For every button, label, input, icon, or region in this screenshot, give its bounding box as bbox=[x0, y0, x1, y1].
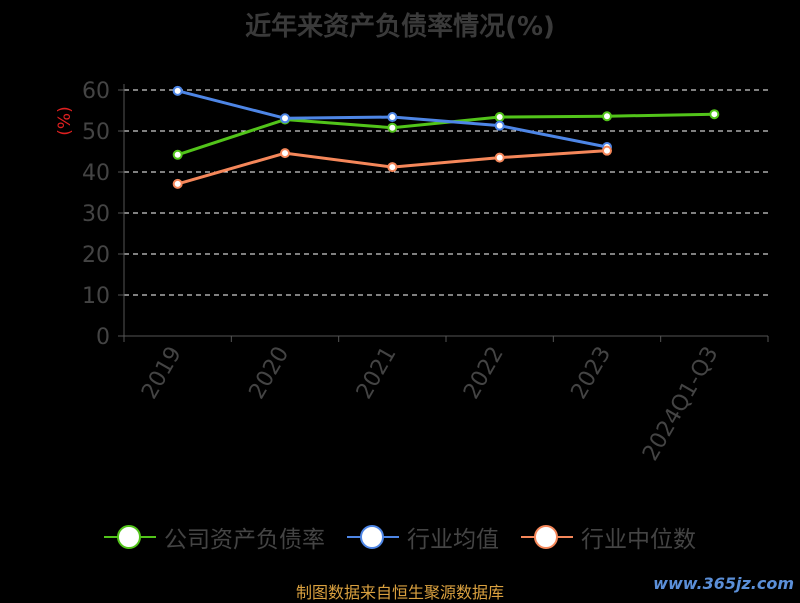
y-axis-label: (%) bbox=[55, 106, 75, 135]
data-point bbox=[494, 112, 505, 123]
data-point bbox=[602, 111, 612, 122]
x-tick-label: 2019 bbox=[137, 343, 187, 404]
x-tick-label: 2024Q1-Q3 bbox=[638, 343, 723, 466]
data-point bbox=[172, 178, 183, 189]
x-tick-label: 2022 bbox=[459, 342, 509, 403]
data-point bbox=[494, 120, 505, 131]
watermark: www.365jz.com bbox=[653, 574, 794, 593]
y-tick-label: 30 bbox=[82, 202, 110, 227]
legend-swatch-industry-mean bbox=[347, 524, 399, 550]
legend-label-company: 公司资产负债率 bbox=[164, 527, 325, 553]
data-point bbox=[387, 112, 398, 123]
legend-label-industry-mean: 行业均值 bbox=[407, 527, 499, 553]
chart-title: 近年来资产负债率情况(%) bbox=[245, 12, 555, 42]
data-point bbox=[172, 149, 183, 160]
x-tick-label: 2021 bbox=[352, 343, 402, 404]
y-tick-label: 50 bbox=[82, 120, 110, 145]
y-tick-label: 40 bbox=[82, 161, 110, 186]
legend-item-company[interactable]: 公司资产负债率 bbox=[104, 520, 325, 554]
legend-item-industry-median[interactable]: 行业中位数 bbox=[521, 520, 696, 554]
legend-swatch-company bbox=[104, 524, 156, 550]
data-point bbox=[172, 85, 183, 96]
data-point bbox=[387, 162, 398, 173]
data-source-note: 制图数据来自恒生聚源数据库 bbox=[295, 583, 504, 602]
data-point bbox=[280, 113, 290, 124]
x-tick-label: 2020 bbox=[245, 343, 295, 404]
data-point bbox=[387, 122, 398, 133]
y-tick-label: 20 bbox=[82, 243, 110, 268]
legend-swatch-industry-median bbox=[521, 524, 573, 550]
x-tick-label: 2023 bbox=[567, 343, 617, 404]
data-point bbox=[602, 145, 612, 156]
data-point bbox=[709, 109, 720, 120]
legend: 公司资产负债率 行业均值 行业中位数 bbox=[0, 520, 800, 554]
data-point bbox=[494, 152, 505, 163]
data-point bbox=[280, 148, 290, 159]
y-tick-label: 10 bbox=[82, 284, 110, 309]
y-tick-label: 60 bbox=[82, 79, 110, 104]
legend-label-industry-median: 行业中位数 bbox=[581, 527, 696, 553]
legend-item-industry-mean[interactable]: 行业均值 bbox=[347, 520, 499, 554]
y-tick-label: 0 bbox=[96, 325, 110, 350]
